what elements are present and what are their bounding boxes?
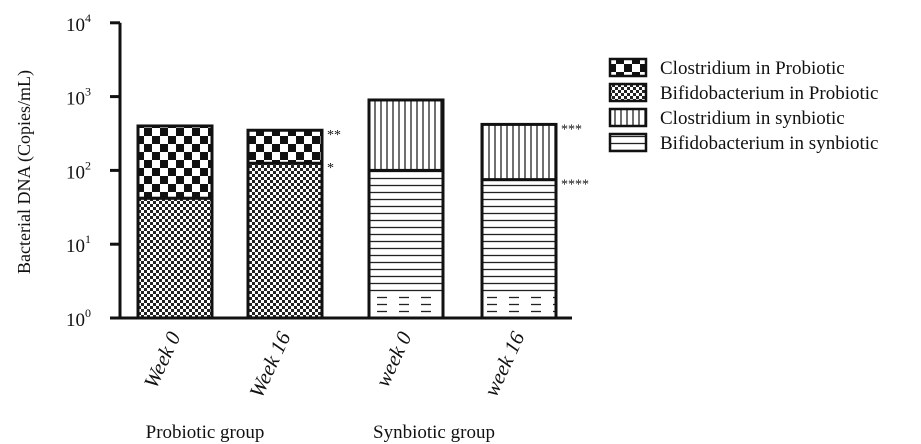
y-tick-label: 100 [66,306,91,331]
legend-swatch [608,57,648,78]
bar-base-band [483,295,555,318]
legend-swatch [608,132,648,153]
legend-label: Clostridium in synbiotic [660,108,845,129]
bar-segment [367,98,445,172]
legend-label: Bifidobacterium in synbiotic [660,133,878,154]
y-tick-base: 10 [66,89,85,110]
legend-swatch [608,107,648,128]
bar-base-band [370,295,442,318]
x-tick-label: week 16 [479,328,530,400]
significance-label: ** [327,128,341,143]
x-tick-label: week 0 [370,328,416,391]
bar-segment [136,196,214,320]
bar-segment [480,178,558,320]
y-tick-exponent: 1 [85,232,91,246]
y-tick-exponent: 0 [85,306,91,320]
x-tick-label: Week 0 [139,328,186,392]
significance-label: *** [561,122,582,137]
y-tick-base: 10 [66,15,85,36]
x-tick-label: Week 16 [244,328,295,402]
y-tick-base: 10 [66,162,85,183]
group-label: Probiotic group [146,422,265,443]
y-tick-label: 104 [66,11,91,36]
significance-label: **** [561,178,589,193]
bar-segment [246,161,324,320]
y-tick-exponent: 2 [85,158,91,172]
significance-label: * [327,161,334,176]
group-label: Synbiotic group [373,422,495,443]
bar-segment [246,128,324,165]
y-tick-exponent: 4 [85,11,91,25]
y-tick-label: 101 [66,232,91,257]
y-tick-base: 10 [66,310,85,331]
legend-swatch [608,82,648,103]
y-tick-label: 102 [66,158,91,183]
bar-segment [136,124,214,200]
bar-segment [480,122,558,182]
y-tick-exponent: 3 [85,85,91,99]
y-axis-title: Bacterial DNA (Copies/mL) [14,70,35,274]
y-tick-label: 103 [66,85,91,110]
legend-label: Clostridium in Probiotic [660,58,845,79]
y-tick-base: 10 [66,236,85,257]
legend-label: Bifidobacterium in Probiotic [660,83,878,104]
bar-segment [367,168,445,320]
